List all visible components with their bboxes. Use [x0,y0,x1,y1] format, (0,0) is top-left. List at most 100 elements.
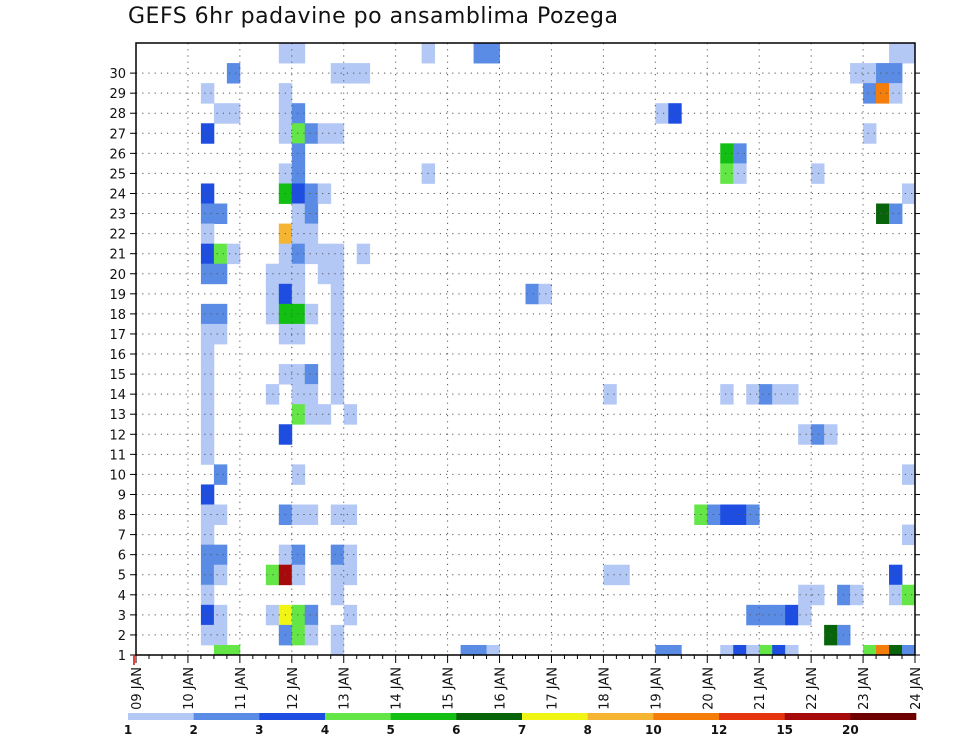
heatmap-cell [330,63,345,84]
heatmap-cell [200,203,215,224]
heatmap-cell [213,323,228,345]
heatmap-cell [200,524,215,546]
heatmap-cell [863,123,877,144]
heatmap-cell [213,464,228,485]
heatmap-cell [863,63,877,84]
grid-lines [136,43,915,656]
y-axis: 1234567891011121314151617181920212223242… [109,67,920,664]
y-tick-label: 18 [109,308,126,323]
y-tick-label: 26 [109,147,126,162]
heatmap-cell [304,223,319,245]
heatmap-cell [798,604,812,626]
color-bar-label: 15 [776,723,793,737]
x-tick-label: 16 JAN [494,667,509,710]
heatmap-cell [291,544,306,566]
heatmap-cell [291,624,306,646]
heatmap-cell [330,504,345,525]
heatmap-cell [200,223,215,245]
heatmap-cell [330,263,345,285]
x-tick-label: 17 JAN [545,667,560,710]
heatmap-cell [213,203,228,224]
x-tick-label: 22 JAN [805,667,820,710]
heatmap-cell [291,283,306,305]
y-tick-label: 10 [109,468,126,483]
heatmap-cell [291,103,306,124]
heatmap-cell [291,384,306,405]
heatmap-cell [200,484,215,505]
y-tick-label: 17 [109,328,126,343]
heatmap-cell [538,283,552,305]
heatmap-cell [291,43,306,64]
heatmap-cell [200,303,215,325]
heatmap-cell [720,163,734,184]
x-tick-label: 18 JAN [597,667,612,710]
y-tick-label: 8 [118,509,126,524]
heatmap-cell [889,83,903,104]
y-tick-label: 9 [118,488,126,503]
heatmap-cell [876,83,890,104]
heatmap-cell [213,624,228,646]
heatmap-cell [291,223,306,245]
x-tick-label: 19 JAN [649,667,664,710]
heatmap-cell [733,163,747,184]
heatmap-cell [759,644,773,656]
heatmap-cell [200,83,215,104]
heatmap-cell [330,384,345,405]
heatmap-cell [330,283,345,305]
x-tick-label: 11 JAN [234,667,249,710]
heatmap-cell [356,63,371,84]
heatmap-cell [343,504,358,525]
heatmap-cell [226,243,241,265]
heatmap-cell [850,584,864,606]
heatmap-cell [603,564,617,586]
color-bar-segment [719,713,785,720]
color-bar-segment [653,713,720,720]
heatmap-cell [213,504,228,525]
heatmap-cell [200,564,215,586]
heatmap-cell [291,604,306,626]
heatmap-cell [304,624,319,646]
heatmap-cell [746,604,760,626]
heatmap-cell [304,504,319,525]
x-tick-label: 23 JAN [857,667,872,710]
heatmap-cell [785,604,799,626]
color-bar-label: 4 [321,723,329,737]
heatmap-cell [889,644,903,656]
y-tick-label: 28 [109,107,126,122]
heatmap-cell [304,243,319,265]
x-tick-label: 09 JAN [130,667,145,710]
heatmap-cell [863,83,877,104]
y-tick-label: 29 [109,87,126,102]
heatmap-cell [291,504,306,525]
heatmap-cell [200,404,215,425]
color-bar-segment [784,713,851,720]
heatmap-cell [746,384,760,405]
heatmap-cell [486,43,500,64]
heatmap-cell [291,303,306,325]
heatmap-cell [317,123,332,144]
heatmap-cell [902,584,916,606]
y-tick-label: 25 [109,167,126,182]
heatmap-cell [200,364,215,385]
heatmap-cell [668,644,682,656]
color-bar-label: 6 [452,723,460,737]
heatmap-cell [200,444,215,465]
color-bar-segment [193,713,260,720]
heatmap-cell [902,524,916,546]
heatmap-cell [213,644,228,656]
heatmap-cell [291,203,306,224]
heatmap-cell [317,263,332,285]
heatmap-cell [304,303,319,325]
heatmap-cell [902,43,916,64]
heatmap-cell [304,364,319,385]
heatmap-cell [772,384,786,405]
heatmap-cell [850,63,864,84]
heatmap-cell [213,103,228,124]
x-tick-label: 21 JAN [753,667,768,710]
y-tick-label: 22 [109,228,126,243]
heatmap-cell [330,644,345,656]
heatmap-cell [200,384,215,405]
heatmap-cell [291,404,306,425]
heatmap-cell [811,163,825,184]
